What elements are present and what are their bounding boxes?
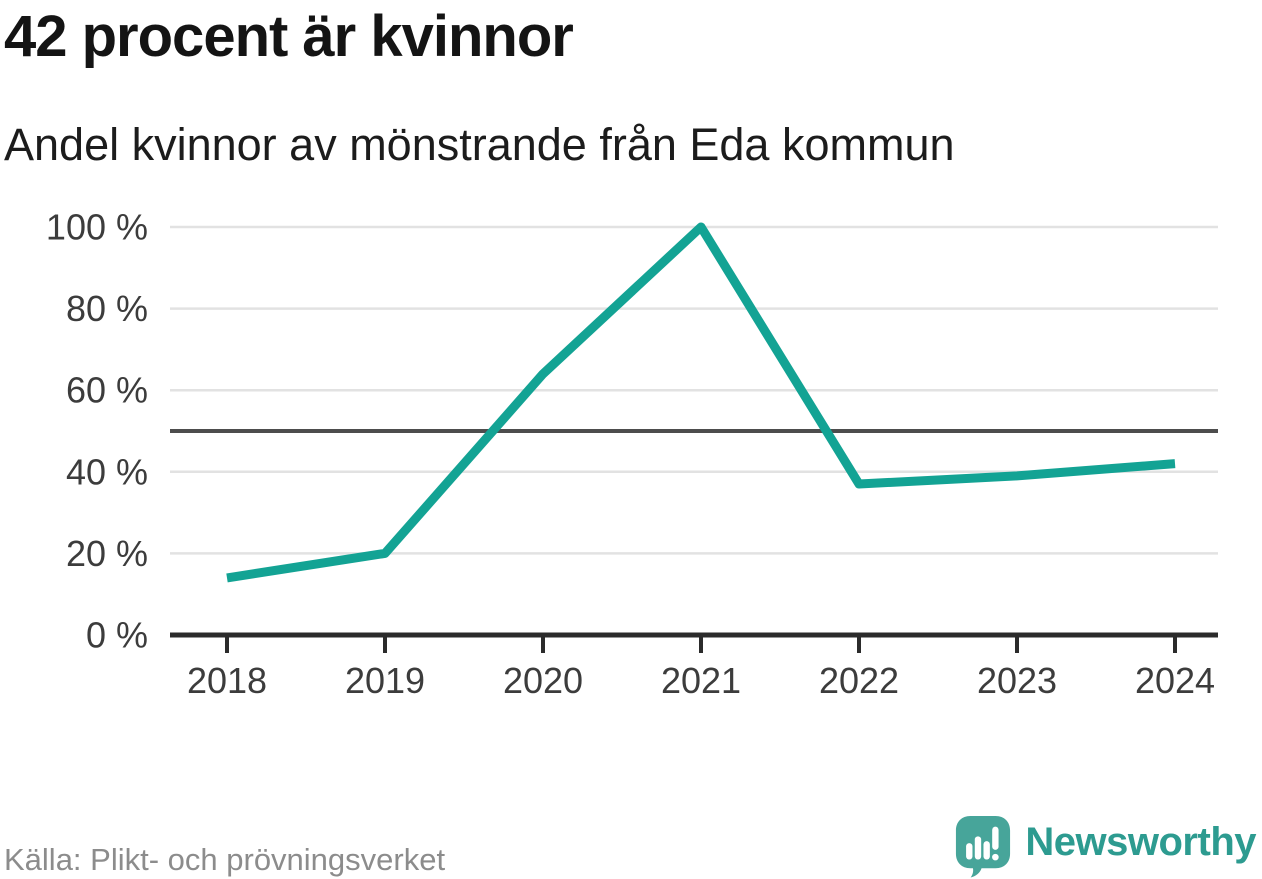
x-axis-label: 2021 <box>661 660 741 701</box>
logo-bar-1 <box>966 843 973 860</box>
x-axis-label: 2018 <box>187 660 267 701</box>
logo-bar-2 <box>975 836 982 860</box>
chart-title: 42 procent är kvinnor <box>4 4 574 69</box>
logo-exclamation-dot <box>992 853 1000 861</box>
line-chart-canvas: 0 % 20 % 40 % 60 % 80 % 100 % 2018 2019 2020 2021… <box>46 207 1218 701</box>
y-axis-label: 20 % <box>66 533 148 574</box>
logo-exclamation-bar <box>992 826 999 850</box>
y-axis-label: 100 % <box>46 207 148 248</box>
x-axis-label: 2022 <box>819 660 899 701</box>
y-axis-label: 80 % <box>66 288 148 329</box>
chart-subtitle: Andel kvinnor av mönstrande från Eda kom… <box>4 119 955 170</box>
y-axis-label: 40 % <box>66 451 148 492</box>
x-axis-label: 2020 <box>503 660 583 701</box>
source-note: Källa: Plikt- och prövningsverket <box>4 842 446 877</box>
logo-bar-3 <box>983 841 991 860</box>
newsworthy-wordmark: Newsworthy <box>1025 820 1256 864</box>
line-chart: 0 % 20 % 40 % 60 % 80 % 100 % 2018 2019 2020 2021… <box>0 195 1262 740</box>
y-axis-label: 60 % <box>66 370 148 411</box>
x-axis-label: 2024 <box>1135 660 1215 701</box>
logo-bubble-shape <box>956 816 1011 878</box>
data-line <box>226 222 1176 583</box>
x-axis-label: 2019 <box>345 660 425 701</box>
y-axis-label: 0 % <box>86 615 148 656</box>
x-axis-label: 2023 <box>977 660 1057 701</box>
newsworthy-logo-icon <box>956 816 1011 878</box>
newsworthy-logo: Newsworthy <box>954 813 1256 879</box>
